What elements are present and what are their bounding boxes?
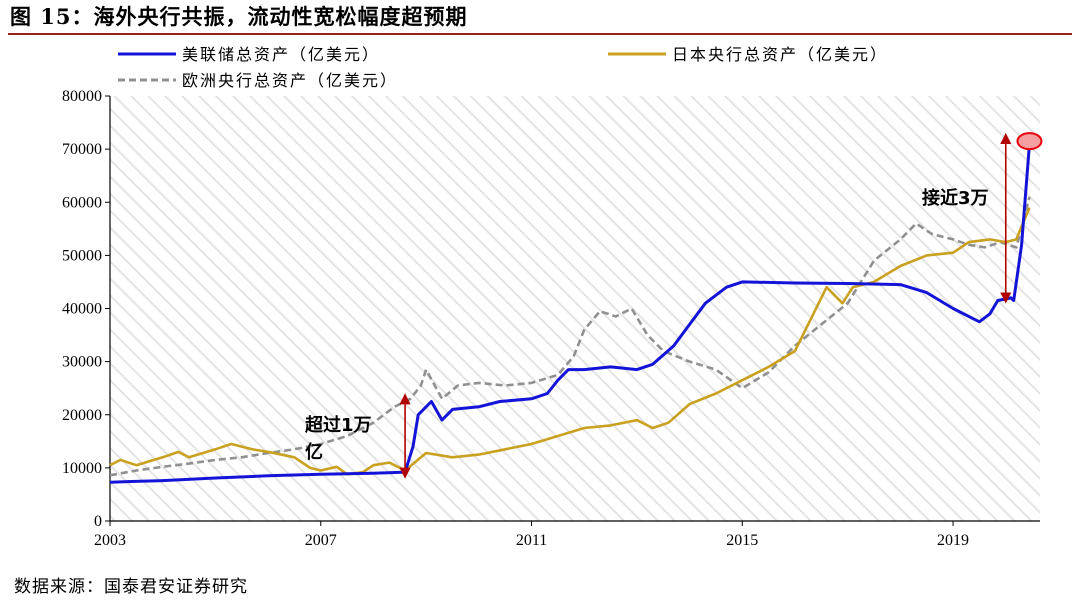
- y-tick-label: 50000: [62, 247, 102, 264]
- line-chart: 0 10000 20000 30000 40000 50000 60000 70000 8000…: [62, 45, 1043, 549]
- y-tick-label: 80000: [62, 88, 102, 105]
- y-tick-label: 70000: [62, 141, 102, 158]
- plot-area: [110, 96, 1040, 521]
- y-tick-label: 20000: [62, 407, 102, 424]
- legend: 美联储总资产（亿美元） 日本央行总资产（亿美元） 欧洲央行总资产（亿美元）: [118, 45, 888, 90]
- annotation-label: 超过1万: [305, 414, 372, 436]
- legend-label-ecb: 欧洲央行总资产（亿美元）: [182, 71, 398, 90]
- annotation-label: 接近3万: [922, 187, 989, 209]
- x-tick-label: 2015: [726, 532, 758, 549]
- figure-title: 图 15：海外央行共振，流动性宽松幅度超预期: [10, 4, 468, 29]
- axes: 0 10000 20000 30000 40000 50000 60000 70000 8000…: [62, 88, 1040, 549]
- y-tick-label: 30000: [62, 354, 102, 371]
- x-tick-label: 2007: [305, 532, 337, 549]
- y-tick-label: 10000: [62, 460, 102, 477]
- x-tick-label: 2011: [516, 532, 547, 549]
- data-source-note: 数据来源：国泰君安证券研究: [14, 577, 248, 597]
- y-tick-label: 60000: [62, 194, 102, 211]
- series-line-boj: [109, 207, 1031, 476]
- x-tick-label: 2019: [937, 532, 969, 549]
- annotation-label-cont: 亿: [305, 441, 323, 463]
- legend-label-fed: 美联储总资产（亿美元）: [182, 45, 380, 64]
- y-tick-label: 0: [94, 513, 102, 530]
- highlight-circle: [1016, 132, 1043, 151]
- title-divider: [8, 33, 1072, 35]
- legend-label-boj: 日本央行总资产（亿美元）: [672, 45, 888, 64]
- series-line-ecb: [109, 196, 1031, 477]
- x-tick-label: 2003: [94, 532, 126, 549]
- y-tick-label: 40000: [62, 301, 102, 318]
